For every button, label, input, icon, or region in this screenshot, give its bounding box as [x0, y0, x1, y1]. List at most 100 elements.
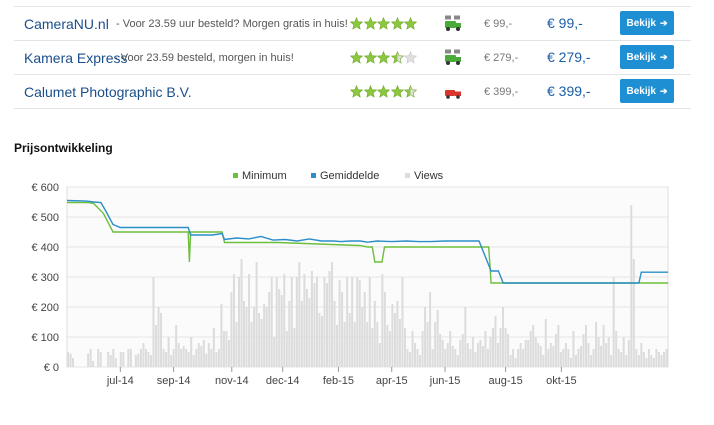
- views-bar: [175, 325, 178, 367]
- views-bar: [109, 355, 112, 367]
- views-bar: [157, 307, 160, 367]
- views-bar: [544, 319, 547, 367]
- legend-item[interactable]: Views: [414, 170, 444, 182]
- price-total: € 279,-: [547, 49, 591, 65]
- bekijk-button[interactable]: Bekijk ➔: [620, 11, 674, 35]
- shop-name-link[interactable]: CameraNU.nl: [24, 16, 109, 32]
- views-bar: [642, 352, 645, 367]
- views-bar: [225, 331, 228, 367]
- views-bar: [577, 349, 580, 367]
- views-bar: [371, 328, 374, 367]
- views-bar: [326, 283, 329, 367]
- views-bar: [461, 334, 464, 367]
- views-bar: [582, 334, 585, 367]
- views-bar: [595, 322, 598, 367]
- views-bar: [615, 331, 618, 367]
- shop-list: CameraNU.nl - Voor 23.59 uur besteld? Mor…: [14, 6, 691, 109]
- views-bar: [414, 343, 417, 367]
- views-bar: [632, 259, 635, 367]
- views-bar: [426, 322, 429, 367]
- legend-swatch: [311, 173, 316, 178]
- views-bar: [283, 274, 286, 367]
- views-bar: [439, 334, 442, 367]
- views-bar: [288, 301, 291, 367]
- views-bar: [185, 349, 188, 367]
- views-bar: [190, 337, 193, 367]
- views-bar: [650, 355, 653, 367]
- views-bar: [444, 349, 447, 367]
- views-bar: [645, 358, 648, 367]
- views-bar: [129, 349, 132, 367]
- views-bar: [532, 325, 535, 367]
- views-bar: [652, 358, 655, 367]
- views-bar: [499, 328, 502, 367]
- delivery-truck-red-icon: [445, 90, 461, 99]
- views-bar: [263, 304, 266, 367]
- views-bar: [144, 349, 147, 367]
- views-bar: [549, 343, 552, 367]
- legend-item[interactable]: Minimum: [242, 170, 287, 182]
- views-bar: [419, 355, 422, 367]
- bekijk-button[interactable]: Bekijk ➔: [620, 79, 674, 103]
- views-bar: [497, 343, 500, 367]
- views-bar: [383, 292, 386, 367]
- shop-name-link[interactable]: Kamera Express: [24, 50, 128, 66]
- views-bar: [403, 328, 406, 367]
- shop-name-link[interactable]: Calumet Photographic B.V.: [24, 84, 192, 100]
- views-bar: [585, 325, 588, 367]
- star-icon: [377, 17, 390, 30]
- views-bar: [421, 331, 424, 367]
- views-bar: [534, 337, 537, 367]
- views-bar: [574, 355, 577, 367]
- views-bar: [293, 328, 296, 367]
- views-bar: [579, 346, 582, 367]
- star-icon: [390, 85, 404, 98]
- views-bar: [381, 274, 384, 367]
- views-bar: [416, 349, 419, 367]
- views-bar: [298, 262, 301, 367]
- shop-delivery-note: - Voor 23.59 uur besteld? Morgen gratis …: [116, 18, 348, 30]
- views-bar: [617, 349, 620, 367]
- views-bar: [240, 259, 243, 367]
- views-bar: [429, 292, 432, 367]
- views-bar: [569, 358, 572, 367]
- views-bar: [245, 307, 248, 367]
- views-bar: [308, 298, 311, 367]
- star-icon: [363, 51, 377, 64]
- views-bar: [280, 295, 283, 367]
- views-bar: [471, 337, 474, 367]
- x-tick-label: okt-15: [546, 375, 577, 387]
- views-bar: [517, 349, 520, 367]
- legend-item[interactable]: Gemiddelde: [320, 170, 379, 182]
- bekijk-button[interactable]: Bekijk ➔: [620, 45, 674, 69]
- views-bar: [270, 277, 273, 367]
- views-bar: [464, 307, 467, 367]
- views-bar: [640, 343, 643, 367]
- views-bar: [351, 277, 354, 367]
- views-bar: [431, 349, 434, 367]
- views-bar: [567, 349, 570, 367]
- views-bar: [466, 343, 469, 367]
- star-icon: [404, 51, 417, 64]
- views-bar: [220, 304, 223, 367]
- views-bar: [230, 292, 233, 367]
- views-bar: [547, 349, 550, 367]
- views-bar: [222, 331, 225, 367]
- views-bar: [363, 292, 366, 367]
- x-tick-label: aug-15: [489, 375, 523, 387]
- views-bar: [635, 349, 638, 367]
- views-bar: [436, 310, 439, 367]
- views-bar: [328, 271, 331, 367]
- views-bar: [361, 307, 364, 367]
- views-bar: [202, 340, 205, 367]
- x-tick-label: jul-14: [106, 375, 134, 387]
- views-bar: [441, 340, 444, 367]
- star-icon: [363, 85, 377, 98]
- views-bar: [610, 355, 613, 367]
- views-bar: [300, 301, 303, 367]
- views-bar: [366, 322, 369, 367]
- views-bar: [99, 352, 102, 367]
- star-icon: [377, 85, 390, 98]
- views-bar: [459, 340, 462, 367]
- views-bar: [657, 352, 660, 367]
